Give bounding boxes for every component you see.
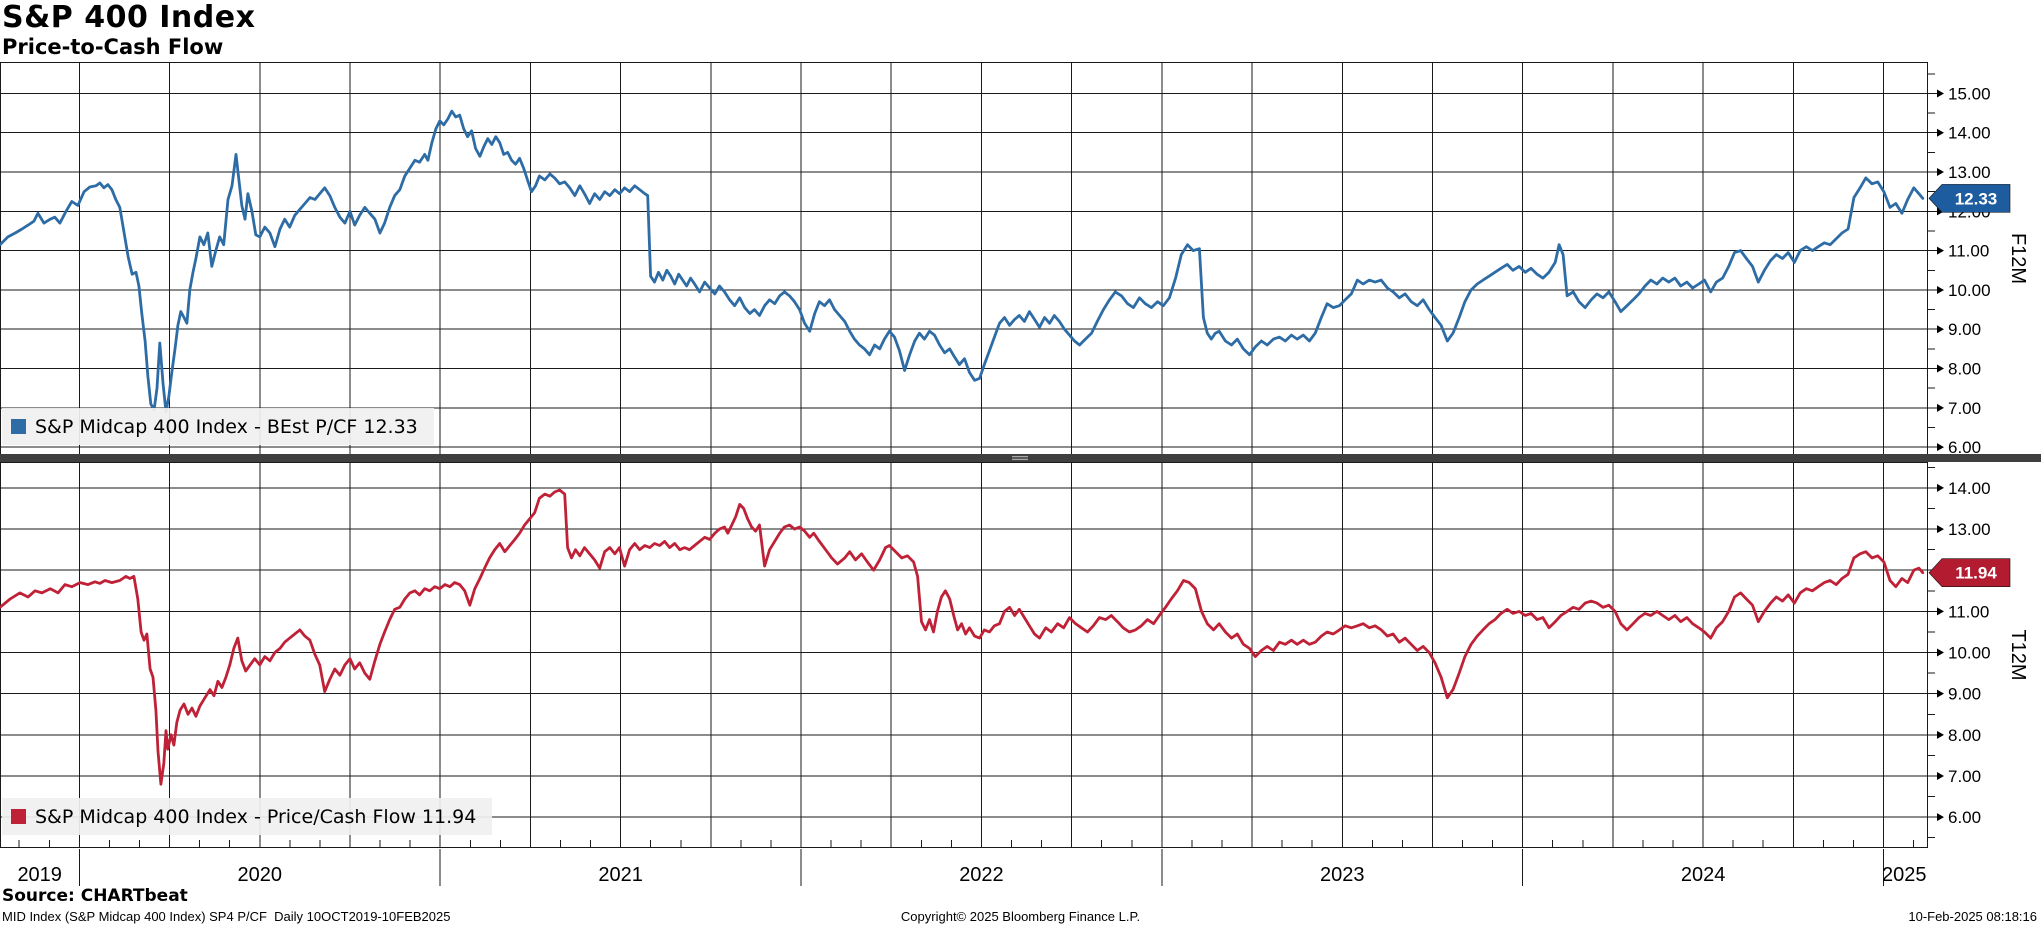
svg-text:11.00: 11.00 [1948, 602, 1989, 621]
panel-divider[interactable] [0, 454, 2041, 462]
year-label-2019: 2019 [17, 864, 62, 886]
svg-text:12.33: 12.33 [1955, 189, 1998, 208]
svg-text:14.00: 14.00 [1948, 479, 1991, 498]
legend-swatch-blue-icon [11, 419, 26, 434]
axis-title-top: F12M [2007, 233, 2029, 284]
axes: 6.007.008.009.0010.0011.0012.0013.0014.0… [0, 62, 2029, 886]
best-pcf-line [0, 109, 1925, 414]
legend-label-price-cash-flow: S&P Midcap 400 Index - Price/Cash Flow 1… [35, 805, 477, 828]
panel-divider-handle[interactable] [1012, 455, 1028, 461]
year-label-2022: 2022 [959, 864, 1004, 886]
axis-title-bottom: T12M [2007, 629, 2029, 680]
source-line: Source: CHARTbeat [2, 886, 188, 906]
year-label-2021: 2021 [598, 864, 643, 886]
svg-text:7.00: 7.00 [1948, 399, 1981, 418]
svg-text:11.00: 11.00 [1948, 242, 1989, 261]
svg-text:14.00: 14.00 [1948, 124, 1991, 143]
year-label-2023: 2023 [1320, 864, 1365, 886]
legend-best-pcf[interactable]: S&P Midcap 400 Index - BEst P/CF 12.33 [2, 408, 434, 445]
legend-label-best-pcf: S&P Midcap 400 Index - BEst P/CF 12.33 [35, 415, 418, 438]
svg-text:9.00: 9.00 [1948, 320, 1981, 339]
svg-text:10.00: 10.00 [1948, 644, 1991, 663]
svg-text:13.00: 13.00 [1948, 163, 1991, 182]
svg-text:15.00: 15.00 [1948, 84, 1991, 103]
last-value-tag-bottom: 11.94 [1928, 558, 2011, 587]
svg-text:8.00: 8.00 [1948, 726, 1981, 745]
series [0, 109, 1925, 786]
svg-text:10.00: 10.00 [1948, 281, 1991, 300]
last-value-tag-top: 12.33 [1928, 184, 2011, 213]
svg-text:9.00: 9.00 [1948, 685, 1981, 704]
year-label-2020: 2020 [238, 864, 283, 886]
page-subtitle: Price-to-Cash Flow [2, 35, 224, 59]
legend-price-cash-flow[interactable]: S&P Midcap 400 Index - Price/Cash Flow 1… [2, 798, 493, 835]
footer-timestamp: 10-Feb-2025 08:18:16 [1908, 909, 2037, 924]
svg-text:7.00: 7.00 [1948, 767, 1981, 786]
gridlines [0, 62, 1928, 848]
svg-text:6.00: 6.00 [1948, 808, 1981, 827]
price-cash-flow-line [0, 488, 1925, 786]
svg-text:6.00: 6.00 [1948, 438, 1981, 457]
svg-text:8.00: 8.00 [1948, 360, 1981, 379]
svg-text:13.00: 13.00 [1948, 520, 1991, 539]
year-label-2024: 2024 [1681, 864, 1726, 886]
footer-security-info: MID Index (S&P Midcap 400 Index) SP4 P/C… [2, 909, 451, 924]
svg-text:11.94: 11.94 [1955, 564, 1997, 583]
year-label-2025: 2025 [1882, 864, 1927, 886]
legend-swatch-red-icon [11, 809, 26, 824]
overlays: 12.33 11.94 [0, 184, 2041, 587]
footer-copyright: Copyright© 2025 Bloomberg Finance L.P. [900, 909, 1141, 924]
page-title: S&P 400 Index [2, 0, 256, 35]
